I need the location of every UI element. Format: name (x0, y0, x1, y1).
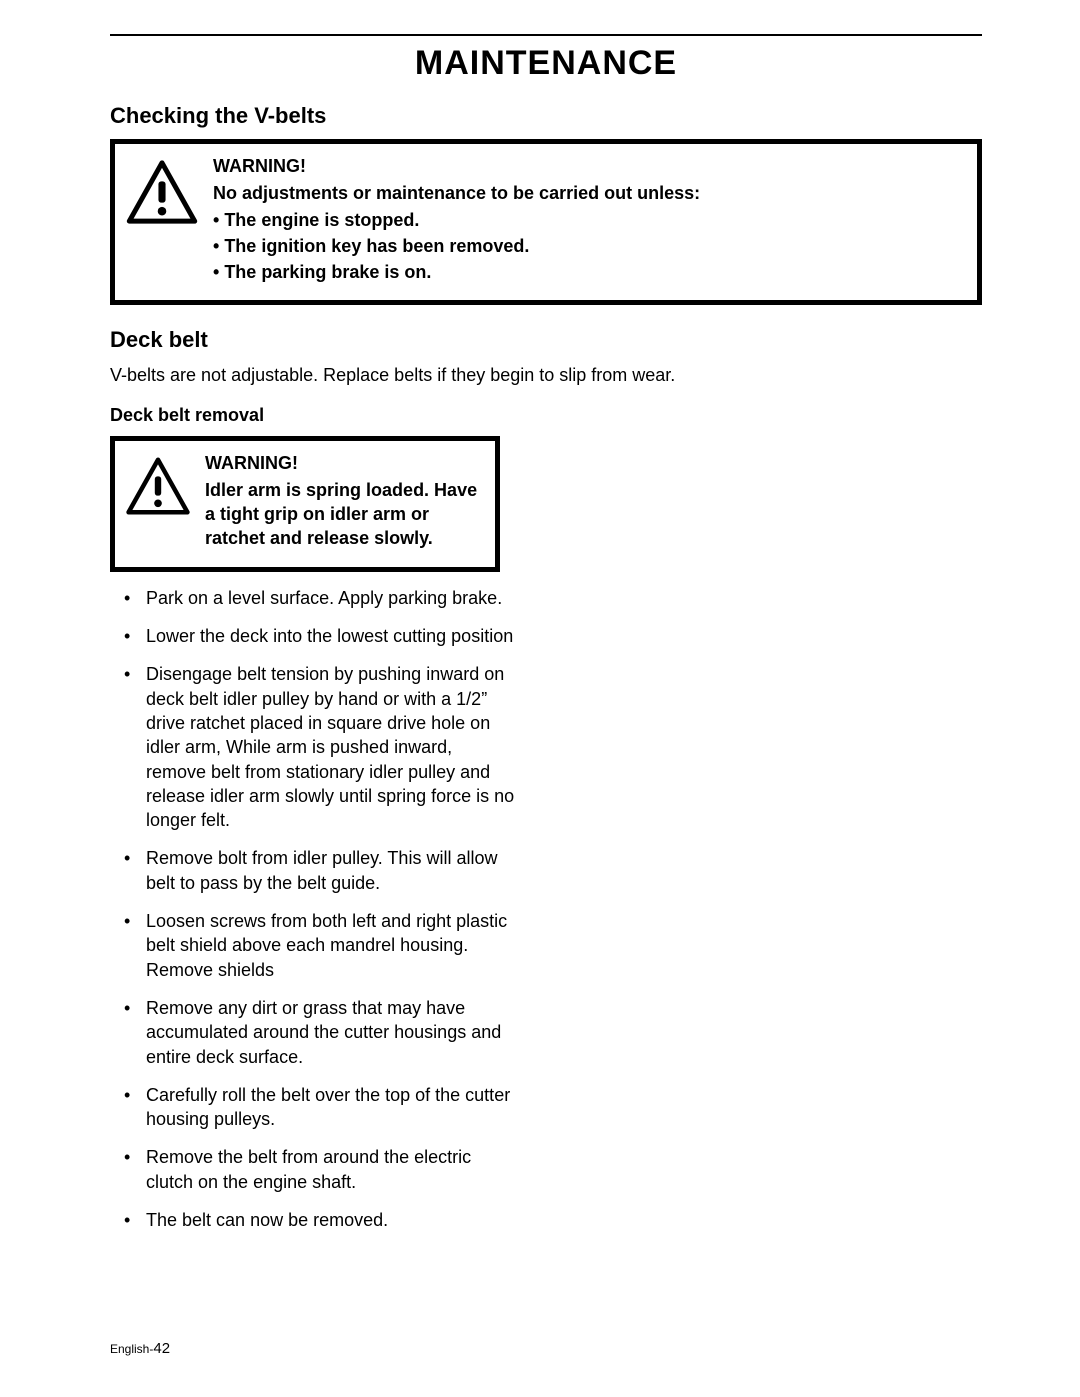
sub-heading-removal: Deck belt removal (110, 405, 982, 426)
warning-item: • The parking brake is on. (213, 259, 963, 285)
warning-title: WARNING! (213, 156, 963, 177)
warning-box-main: WARNING! No adjustments or maintenance t… (110, 139, 982, 305)
body-paragraph: V-belts are not adjustable. Replace belt… (110, 363, 982, 387)
warning-item: • The ignition key has been removed. (213, 233, 963, 259)
warning-item: • The engine is stopped. (213, 207, 963, 233)
warning-triangle-icon (125, 156, 199, 224)
section-heading-vbelts: Checking the V-belts (110, 103, 982, 129)
list-item: Remove bolt from idler pulley. This will… (110, 846, 515, 895)
warning-title: WARNING! (205, 453, 481, 474)
list-item: The belt can now be removed. (110, 1208, 515, 1232)
list-item: Remove any dirt or grass that may have a… (110, 996, 515, 1069)
warning-lead: No adjustments or maintenance to be carr… (213, 181, 963, 205)
warning-item-text: The parking brake is on. (224, 262, 431, 282)
steps-list: Park on a level surface. Apply parking b… (110, 586, 515, 1233)
footer-language: English- (110, 1342, 153, 1356)
warning-body: WARNING! No adjustments or maintenance t… (213, 156, 963, 286)
list-item: Remove the belt from around the electric… (110, 1145, 515, 1194)
list-item: Park on a level surface. Apply parking b… (110, 586, 515, 610)
warning-box-idler: WARNING! Idler arm is spring loaded. Hav… (110, 436, 500, 572)
warning-body: WARNING! Idler arm is spring loaded. Hav… (205, 453, 481, 553)
warning-triangle-icon (125, 453, 191, 515)
list-item: Disengage belt tension by pushing inward… (110, 662, 515, 832)
list-item: Lower the deck into the lowest cutting p… (110, 624, 515, 648)
left-column: WARNING! Idler arm is spring loaded. Hav… (110, 436, 515, 1232)
warning-text: Idler arm is spring loaded. Have a tight… (205, 478, 481, 551)
list-item: Loosen screws from both left and right p… (110, 909, 515, 982)
warning-item-text: The ignition key has been removed. (224, 236, 529, 256)
page-title: MAINTENANCE (110, 44, 982, 83)
top-rule (110, 34, 982, 36)
document-page: MAINTENANCE Checking the V-belts WARNING… (0, 0, 1080, 1397)
footer-page-number: 42 (153, 1340, 170, 1357)
page-footer: English-42 (110, 1340, 170, 1357)
list-item: Carefully roll the belt over the top of … (110, 1083, 515, 1132)
warning-item-text: The engine is stopped. (224, 210, 419, 230)
section-heading-deckbelt: Deck belt (110, 327, 982, 353)
